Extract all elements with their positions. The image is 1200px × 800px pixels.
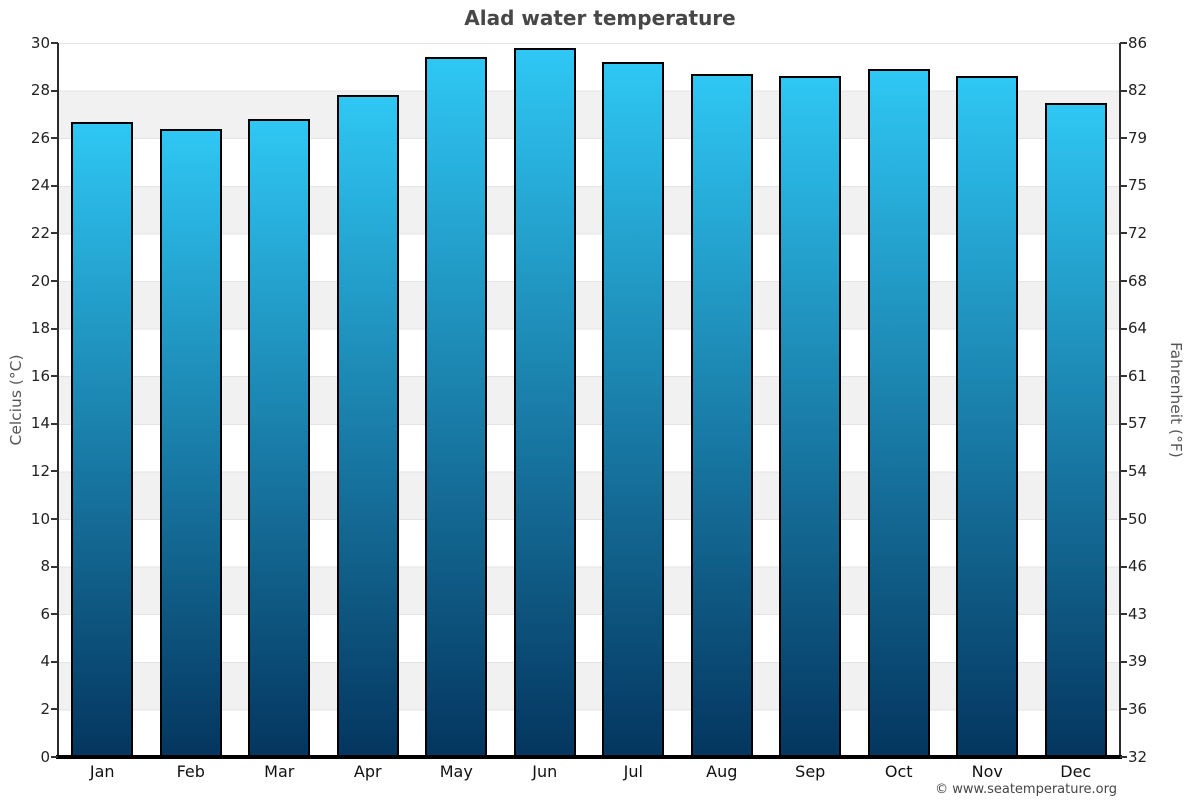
bar-may <box>425 57 488 757</box>
bar-jan <box>71 121 134 757</box>
right-axis-tick-label: 43 <box>1128 604 1148 623</box>
x-axis-label-mar: Mar <box>264 762 295 781</box>
x-axis-label-nov: Nov <box>971 762 1003 781</box>
copyright-footer: © www.seatemperature.org <box>935 782 1117 797</box>
chart-title: Alad water temperature <box>464 6 736 30</box>
left-axis-tick-label: 4 <box>40 652 50 671</box>
x-axis-label-apr: Apr <box>353 762 382 781</box>
right-axis-tick <box>1120 327 1127 330</box>
bar-mar <box>248 119 311 757</box>
x-axis-label-may: May <box>439 762 473 781</box>
left-axis-tick <box>51 613 58 616</box>
right-axis-tick-label: 82 <box>1128 81 1148 100</box>
bar-nov <box>956 76 1019 757</box>
left-axis-tick-label: 18 <box>30 319 50 338</box>
right-axis-tick <box>1120 708 1127 711</box>
bar-aug <box>690 73 753 757</box>
bar-sep <box>779 76 842 757</box>
right-axis-tick <box>1120 565 1127 568</box>
left-axis-tick-label: 30 <box>30 33 50 52</box>
left-axis-tick <box>51 42 58 44</box>
right-axis-tick <box>1120 375 1127 378</box>
right-axis-tick <box>1120 89 1127 92</box>
right-axis-tick <box>1120 470 1127 473</box>
x-axis-label-dec: Dec <box>1060 762 1092 781</box>
bar-jun <box>513 47 576 757</box>
x-axis-label-feb: Feb <box>176 762 205 781</box>
bar-oct <box>867 69 930 757</box>
right-axis-title: Fahrenheit (°F) <box>1167 342 1185 458</box>
right-axis-tick-label: 50 <box>1128 509 1148 528</box>
right-axis-tick <box>1120 280 1127 282</box>
left-axis-tick-label: 16 <box>30 366 50 385</box>
right-axis-tick <box>1120 184 1127 187</box>
bar-jul <box>602 62 665 757</box>
right-axis-tick <box>1120 422 1127 425</box>
x-axis-label-jan: Jan <box>89 762 115 781</box>
x-axis-label-oct: Oct <box>884 762 913 781</box>
x-axis-label-jun: Jun <box>532 762 558 781</box>
right-axis-tick-label: 46 <box>1128 557 1148 576</box>
left-axis-tick <box>51 327 58 330</box>
right-axis-tick-label: 39 <box>1128 652 1148 671</box>
left-axis-tick-label: 14 <box>30 414 50 433</box>
left-axis-tick-label: 2 <box>40 699 50 718</box>
right-axis-tick <box>1120 518 1127 520</box>
right-axis-tick-label: 57 <box>1128 414 1148 433</box>
left-axis-line <box>57 43 59 757</box>
left-axis-tick <box>51 137 58 140</box>
right-axis-tick-label: 72 <box>1128 223 1148 242</box>
right-axis-tick-label: 64 <box>1128 319 1148 338</box>
right-axis-tick-label: 79 <box>1128 128 1148 147</box>
left-axis-tick <box>51 708 58 711</box>
left-axis-tick <box>51 89 58 92</box>
left-axis-tick-label: 0 <box>40 747 50 766</box>
left-axis-tick <box>51 232 58 235</box>
right-axis-tick-label: 68 <box>1128 271 1148 290</box>
right-axis-tick <box>1120 613 1127 616</box>
left-axis-tick <box>51 470 58 473</box>
left-axis-tick <box>51 375 58 378</box>
bar-apr <box>336 95 399 757</box>
left-axis-tick <box>51 756 58 758</box>
left-axis-tick-label: 22 <box>30 223 50 242</box>
right-axis-tick <box>1120 42 1127 44</box>
right-axis-tick-label: 75 <box>1128 176 1148 195</box>
left-axis-tick-label: 6 <box>40 604 50 623</box>
right-axis-line <box>1119 43 1121 757</box>
right-axis-tick-label: 61 <box>1128 366 1148 385</box>
left-axis-tick-label: 12 <box>30 461 50 480</box>
right-axis-tick <box>1120 137 1127 140</box>
left-axis-tick-label: 28 <box>30 81 50 100</box>
left-axis-tick-label: 8 <box>40 557 50 576</box>
left-axis-tick-label: 24 <box>30 176 50 195</box>
left-axis-tick-label: 26 <box>30 128 50 147</box>
right-axis-tick <box>1120 660 1127 663</box>
right-axis-tick <box>1120 232 1127 235</box>
x-axis-label-aug: Aug <box>706 762 738 781</box>
left-axis-tick <box>51 660 58 663</box>
left-axis-tick <box>51 184 58 187</box>
right-axis-tick-label: 54 <box>1128 461 1148 480</box>
x-axis-label-jul: Jul <box>623 762 643 781</box>
plot-area <box>58 43 1120 757</box>
right-axis-tick <box>1120 756 1127 758</box>
bar-dec <box>1044 102 1107 757</box>
x-axis-label-sep: Sep <box>795 762 826 781</box>
right-axis-tick-label: 32 <box>1128 747 1148 766</box>
bottom-axis-line <box>56 755 1122 759</box>
right-axis-tick-label: 86 <box>1128 33 1148 52</box>
bar-feb <box>159 128 222 757</box>
left-axis-tick <box>51 280 58 282</box>
left-axis-tick-label: 10 <box>30 509 50 528</box>
right-axis-tick-label: 36 <box>1128 699 1148 718</box>
left-axis-tick <box>51 422 58 425</box>
left-axis-tick <box>51 565 58 568</box>
left-axis-tick-label: 20 <box>30 271 50 290</box>
left-axis-tick <box>51 518 58 520</box>
